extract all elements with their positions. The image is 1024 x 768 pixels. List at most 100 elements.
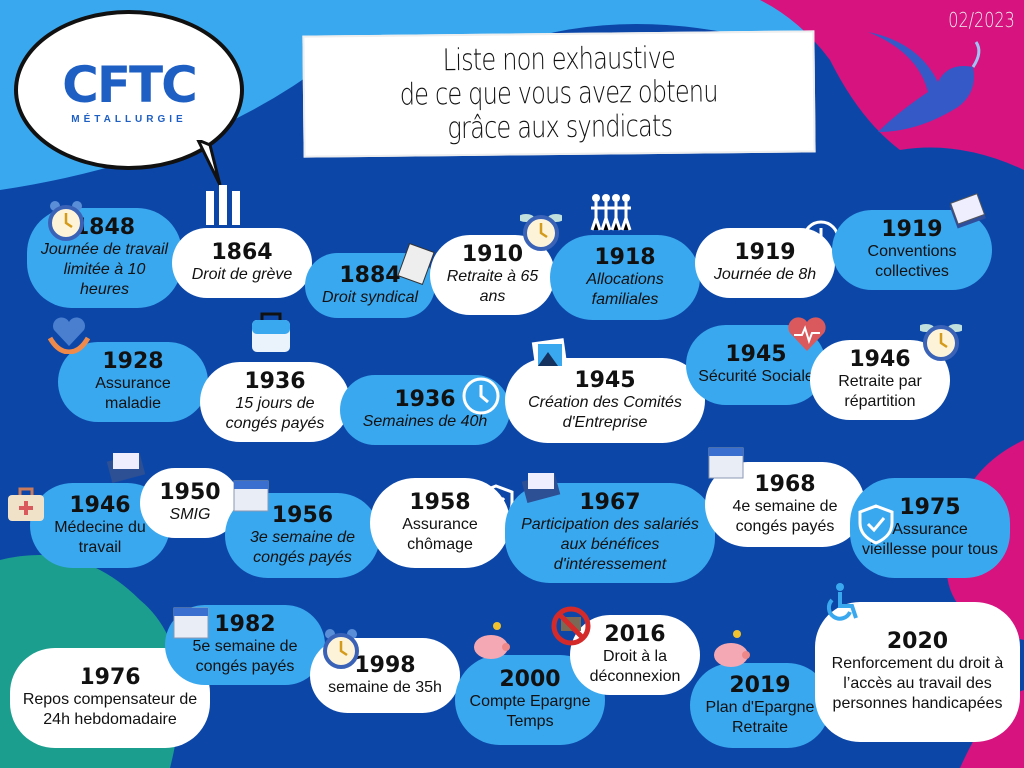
item-year: 1936 xyxy=(244,369,306,394)
piggy-bank-icon xyxy=(714,630,750,667)
item-text: Plan d'Epargne Retraite xyxy=(705,698,815,736)
no-laptop-icon xyxy=(551,606,591,646)
item-text: Conventions collectives xyxy=(867,243,957,280)
timeline-item-1936: 1936 15 jours de congés payés xyxy=(200,362,350,442)
logo-subtitle: MÉTALLURGIE xyxy=(71,113,187,125)
item-text: Semaines de 40h xyxy=(362,413,488,430)
first-aid-kit-icon xyxy=(8,487,44,521)
calendar-icon xyxy=(173,607,209,639)
timeline-item-1998: 1998 semaine de 35h xyxy=(310,638,460,713)
winged-clock-icon xyxy=(520,214,562,251)
title-line-1: Liste non exhaustive xyxy=(442,40,675,79)
timeline-item-1864: 1864 Droit de grève xyxy=(172,228,312,298)
documents-icon xyxy=(949,193,986,229)
calendar-icon xyxy=(233,480,269,512)
item-year: 1998 xyxy=(354,652,416,678)
clock-icon xyxy=(462,377,500,415)
item-year: 1967 xyxy=(579,490,641,515)
item-text: Sécurité Sociale xyxy=(698,368,814,385)
item-text: Journée de 8h xyxy=(713,266,817,283)
heart-hands-icon xyxy=(48,317,90,354)
item-text: Retraite par répartition xyxy=(838,373,922,410)
winged-clock-icon xyxy=(920,324,962,361)
photos-icon xyxy=(531,338,569,377)
item-text: 5e semaine de congés payés xyxy=(192,638,298,675)
money-icon xyxy=(106,452,146,484)
timeline-item-1848: 1848 Journée de travail limitée à 10 heur… xyxy=(27,208,182,308)
logo-name: CFTC xyxy=(62,55,198,114)
heartbeat-icon xyxy=(788,317,826,351)
notebook-icon xyxy=(397,243,435,285)
item-year: 1956 xyxy=(271,502,334,528)
timeline-item-2020: 2020 Renforcement du droit à l’accès au t… xyxy=(815,602,1020,742)
speech-bubble-tail xyxy=(196,140,222,186)
item-year: 1919 xyxy=(734,240,796,265)
item-text: Droit de grève xyxy=(191,266,293,283)
item-text: 3e semaine de congés payés xyxy=(250,528,355,566)
raised-fists-icon xyxy=(206,185,240,225)
item-year: 1968 xyxy=(754,471,816,497)
item-text: Participation des salariés aux bénéfices… xyxy=(521,516,699,573)
item-year: 1975 xyxy=(899,495,961,520)
item-year: 1928 xyxy=(102,349,164,374)
item-text: Création des Comités d'Entreprise xyxy=(528,393,682,431)
timeline-item-1982: 1982 5e semaine de congés payés xyxy=(165,605,325,685)
timeline-item-1968: 1968 4e semaine de congés payés xyxy=(705,462,865,547)
timeline-item-1956: 1956 3e semaine de congés payés xyxy=(225,493,380,578)
item-year: 1946 xyxy=(69,492,131,518)
shield-icon xyxy=(858,504,894,545)
item-year: 1945 xyxy=(574,367,636,393)
title-box: Liste non exhaustive de ce que vous avez… xyxy=(302,30,816,158)
item-text: Assurance chômage xyxy=(402,516,478,553)
item-text: Droit à la déconnexion xyxy=(589,648,681,685)
wheelchair-icon xyxy=(826,583,858,621)
item-year: 2000 xyxy=(499,667,561,692)
item-year: 1982 xyxy=(214,612,276,637)
item-text: Retraite à 65 ans xyxy=(446,268,539,305)
item-year: 1950 xyxy=(159,480,221,505)
item-year: 2020 xyxy=(886,629,949,654)
date-label: 02/2023 xyxy=(948,8,1015,32)
item-text: Journée de travail limitée à 10 heures xyxy=(40,241,169,298)
item-text: Droit syndical xyxy=(321,288,419,306)
timeline-item-1958: 1958 Assurance chômage xyxy=(370,478,510,568)
timeline-item-2000: 2000 Compte Epargne Temps xyxy=(455,655,605,745)
timeline-item-1967: 1967 Participation des salariés aux bénéf… xyxy=(505,483,715,583)
item-text: Assurance maladie xyxy=(95,375,171,412)
item-text: 4e semaine de congés payés xyxy=(732,497,838,535)
item-text: Compte Epargne Temps xyxy=(469,693,591,730)
suitcase-icon xyxy=(252,312,290,352)
item-year: 1936 xyxy=(394,387,456,412)
item-year: 1919 xyxy=(881,217,943,242)
piggy-bank-icon xyxy=(474,622,510,659)
timeline-item-2016: 2016 Droit à la déconnexion xyxy=(570,615,700,695)
title-line-2: de ce que vous avez obtenu xyxy=(399,74,719,113)
timeline-item-1928: 1928 Assurance maladie xyxy=(58,342,208,422)
calendar-icon xyxy=(708,447,744,479)
timeline-item-2019: 2019 Plan d'Epargne Retraite xyxy=(690,663,830,748)
item-text: Repos compensateur de 24h hebdomadaire xyxy=(22,691,198,728)
timeline-item-1950: 1950 SMIG xyxy=(140,468,240,538)
item-year: 1910 xyxy=(461,242,524,267)
item-year: 2016 xyxy=(604,622,666,647)
item-text: Allocations familiales xyxy=(586,270,664,308)
item-text: Assurance vieillesse pour tous xyxy=(861,521,999,558)
alarm-clock-icon xyxy=(48,201,84,241)
item-year: 1945 xyxy=(725,342,787,367)
item-text: semaine de 35h xyxy=(328,678,442,696)
timeline-item-1919: 1919 Journée de 8h xyxy=(695,228,835,298)
item-year: 1864 xyxy=(211,240,273,265)
item-year: 1918 xyxy=(594,244,656,270)
item-text: 15 jours de congés payés xyxy=(225,395,325,432)
item-text: Médecine du travail xyxy=(54,518,146,556)
money-icon xyxy=(521,472,561,504)
title-line-3: grâce aux syndicats xyxy=(446,108,672,147)
alarm-clock-icon xyxy=(323,629,359,669)
shield-icon xyxy=(48,651,84,692)
dove-icon xyxy=(868,32,981,132)
item-year: 1976 xyxy=(79,665,141,690)
item-year: 1946 xyxy=(849,347,911,372)
family-people-icon xyxy=(590,194,632,231)
timeline-item-1936: 1936 Semaines de 40h xyxy=(340,375,510,445)
item-year: 1958 xyxy=(409,490,471,515)
